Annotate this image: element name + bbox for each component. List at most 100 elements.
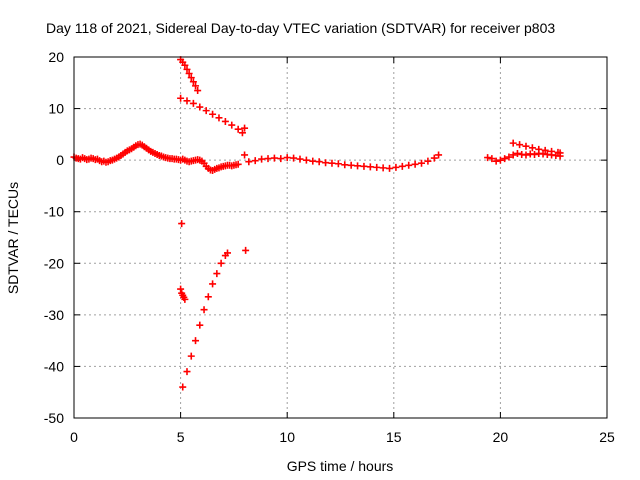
data-point — [228, 121, 236, 129]
data-point — [309, 157, 317, 165]
data-point — [177, 94, 185, 102]
data-point — [379, 164, 387, 172]
series-declining-ten — [177, 94, 246, 137]
data-point — [296, 155, 304, 163]
data-point — [183, 65, 191, 73]
data-point — [496, 156, 504, 164]
data-point — [234, 125, 242, 133]
data-point — [204, 293, 212, 301]
data-point — [556, 149, 564, 157]
data-point — [224, 249, 232, 257]
x-tick-label: 20 — [493, 429, 509, 445]
y-tick-label: -30 — [44, 307, 64, 323]
data-point — [181, 295, 189, 303]
series-band-5-8h — [179, 155, 242, 174]
data-point — [513, 149, 521, 157]
data-point — [509, 139, 517, 147]
data-point — [418, 159, 426, 167]
data-point — [217, 259, 225, 267]
y-axis-label: SDTVAR / TECUs — [5, 182, 21, 294]
data-point — [213, 270, 221, 278]
data-point — [270, 154, 278, 162]
data-point — [360, 162, 368, 170]
data-point — [398, 162, 406, 170]
data-point — [185, 70, 193, 78]
data-point — [430, 154, 438, 162]
x-tick-label: 5 — [177, 429, 185, 445]
data-point — [392, 163, 400, 171]
data-points — [70, 56, 564, 391]
data-point — [290, 154, 298, 162]
data-point — [194, 87, 202, 95]
data-point — [405, 161, 413, 169]
series-steep-rise — [179, 249, 232, 391]
series-band-8-17.2h — [245, 151, 443, 172]
data-point — [258, 155, 266, 163]
x-axis-label: GPS time / hours — [287, 458, 394, 474]
data-point — [181, 61, 189, 69]
y-tick-label: -50 — [44, 410, 64, 426]
x-tick-label: 0 — [70, 429, 78, 445]
data-point — [354, 162, 362, 170]
series-band-0-2.5h — [70, 148, 129, 166]
data-point — [221, 117, 229, 125]
data-point — [386, 164, 394, 172]
data-point — [215, 114, 223, 122]
data-point — [192, 82, 200, 90]
data-point — [501, 155, 509, 163]
axis-tick-labels: 0 5 10 15 20 25 20 10 0 -10 -20 -30 -40 -50 — [44, 49, 615, 445]
chart-title: Day 118 of 2021, Sidereal Day-to-day VTE… — [46, 20, 555, 36]
data-point — [183, 97, 191, 105]
data-point — [302, 156, 310, 164]
data-point — [251, 157, 259, 165]
plot-frame — [73, 56, 608, 419]
data-point — [283, 154, 291, 162]
data-point — [245, 158, 253, 166]
data-point — [277, 155, 285, 163]
y-tick-label: 0 — [56, 152, 64, 168]
series-upper-branch — [509, 139, 564, 157]
data-point — [209, 110, 217, 118]
data-point — [177, 285, 185, 293]
data-point — [492, 157, 500, 165]
data-point — [178, 220, 186, 228]
data-point — [238, 129, 246, 137]
y-tick-label: -20 — [44, 255, 64, 271]
y-tick-label: 20 — [48, 49, 64, 65]
series-band-19.5-23h — [484, 149, 564, 165]
x-tick-label: 15 — [386, 429, 402, 445]
data-point — [183, 368, 191, 376]
data-point — [202, 107, 210, 115]
x-tick-label: 25 — [599, 429, 615, 445]
data-point — [347, 161, 355, 169]
series-cluster-minus-26 — [177, 285, 189, 303]
data-point — [179, 383, 187, 391]
y-tick-label: -10 — [44, 204, 64, 220]
data-point — [484, 154, 492, 162]
data-point — [411, 160, 419, 168]
data-point — [187, 352, 195, 360]
data-point — [548, 147, 556, 155]
series-band-2.5-5h — [123, 140, 185, 164]
data-point — [322, 159, 330, 167]
data-point — [509, 151, 517, 159]
data-point — [241, 151, 249, 159]
data-point — [328, 159, 336, 167]
data-point — [488, 155, 496, 163]
data-point — [516, 141, 524, 149]
data-point — [541, 146, 549, 154]
data-point — [341, 161, 349, 169]
data-point — [505, 153, 513, 161]
data-point — [192, 337, 200, 345]
data-point — [424, 157, 432, 165]
data-point — [373, 163, 381, 171]
data-point — [189, 78, 197, 86]
y-tick-label: 10 — [48, 101, 64, 117]
data-point — [315, 158, 323, 166]
data-point — [187, 74, 195, 82]
grid — [74, 57, 607, 418]
data-point — [241, 124, 249, 132]
y-tick-label: -40 — [44, 358, 64, 374]
data-point — [535, 145, 543, 153]
